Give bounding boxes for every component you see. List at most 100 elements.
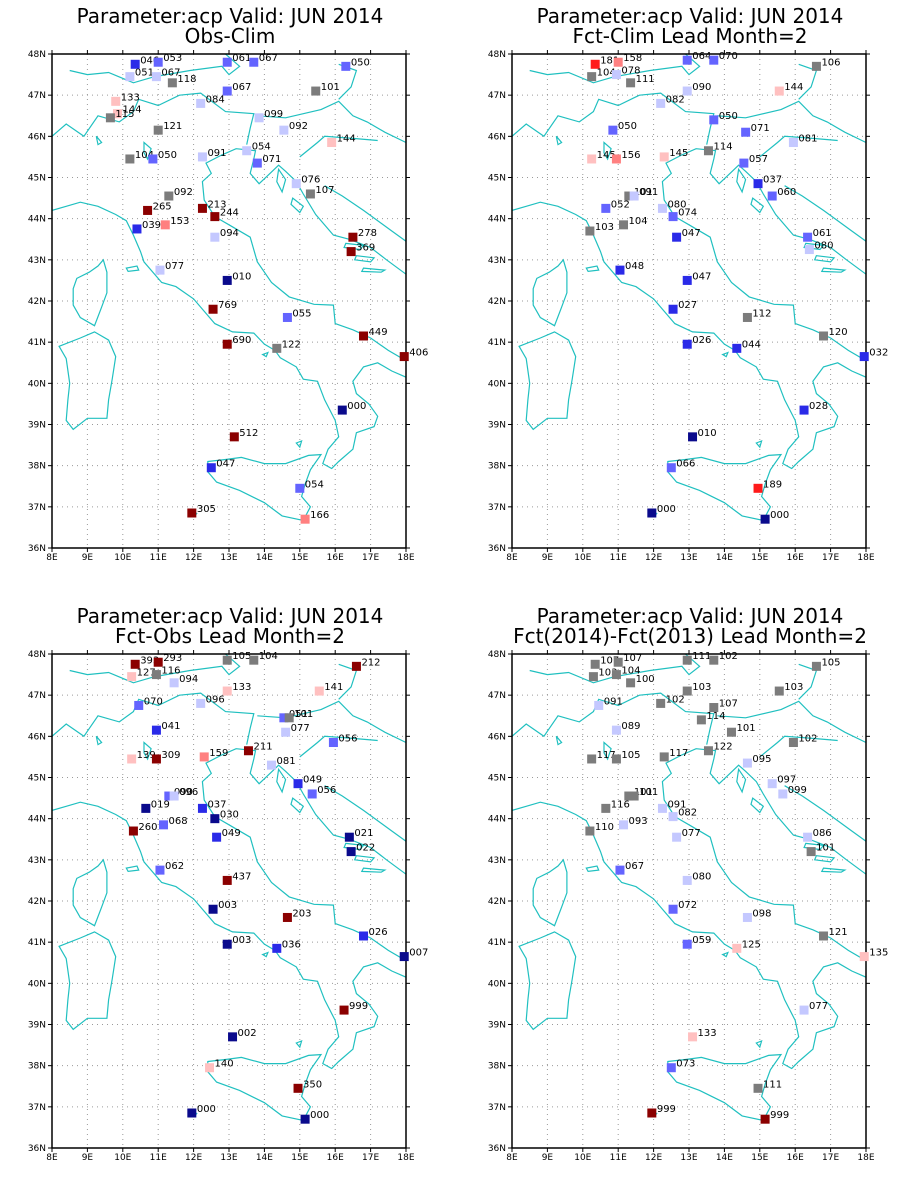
- station-value-label: 135: [869, 948, 888, 959]
- station-value-label: 111: [692, 651, 711, 662]
- lon-tick-label: 10E: [114, 553, 131, 563]
- station-value-label: 037: [763, 175, 782, 186]
- station-marker: [682, 875, 692, 885]
- station-marker: [859, 952, 869, 962]
- station-marker: [311, 86, 321, 96]
- station-marker: [153, 125, 163, 135]
- station-marker: [327, 138, 337, 148]
- station-value-label: 060: [777, 187, 796, 198]
- station-value-label: 106: [821, 57, 840, 68]
- coastline-path: [143, 741, 152, 761]
- station-marker: [626, 678, 636, 688]
- coastline-path: [324, 785, 406, 842]
- station-value-label: 037: [207, 799, 226, 810]
- station-value-label: 064: [692, 51, 711, 62]
- station-value-label: 125: [742, 939, 761, 950]
- station-value-label: 082: [678, 808, 697, 819]
- coastline-path: [261, 351, 269, 358]
- coastline-path: [299, 735, 378, 758]
- coastline-path: [95, 135, 103, 146]
- coastline-path: [813, 855, 836, 863]
- lon-tick-label: 9E: [542, 553, 554, 563]
- map-canvas: 48N 47N 46N 45N 44N 43N 42N 41N 40N 39N 38N 37N 36N8…: [28, 650, 428, 1163]
- station-marker: [210, 814, 220, 824]
- station-marker: [266, 760, 276, 770]
- station-value-label: 067: [232, 82, 251, 93]
- station-marker: [742, 912, 752, 922]
- station-value-label: 091: [207, 148, 226, 159]
- lat-tick-label: 47N: [488, 691, 506, 701]
- station-value-label: 096: [179, 787, 198, 798]
- station-marker: [668, 812, 678, 822]
- station-marker: [819, 331, 829, 341]
- station-marker: [619, 220, 629, 230]
- station-marker: [228, 1032, 238, 1042]
- station-value-label: 158: [623, 53, 642, 64]
- station-value-label: 101: [736, 723, 755, 734]
- lon-tick-label: 8E: [46, 553, 58, 563]
- station-value-label: 107: [600, 655, 619, 666]
- lon-tick-label: 15E: [751, 1153, 768, 1163]
- coastline-path: [295, 1040, 303, 1049]
- station-marker: [164, 191, 174, 201]
- station-marker: [656, 698, 666, 708]
- station-value-label: 144: [122, 105, 141, 116]
- station-value-label: 049: [222, 828, 241, 839]
- station-value-label: 080: [692, 871, 711, 882]
- station-value-label: 145: [669, 148, 688, 159]
- coastline-path: [798, 663, 818, 700]
- coastline-path: [512, 692, 715, 745]
- station-marker: [647, 1108, 657, 1118]
- station-marker: [587, 154, 597, 164]
- station-marker: [242, 146, 252, 156]
- station-marker: [624, 791, 634, 801]
- coastline-path: [667, 1053, 783, 1122]
- station-value-label: 050: [618, 121, 637, 132]
- lat-tick-label: 44N: [488, 215, 506, 225]
- station-value-label: 393: [140, 655, 159, 666]
- station-value-label: 062: [165, 861, 184, 872]
- station-value-label: 999: [657, 1104, 676, 1115]
- station-value-label: 166: [310, 510, 329, 521]
- station-marker: [148, 154, 158, 164]
- coastline-path: [52, 692, 255, 745]
- station-marker: [585, 826, 595, 836]
- panel-subtitle: Fct-Clim Lead Month=2: [572, 24, 808, 48]
- station-marker: [196, 98, 206, 108]
- station-marker: [153, 57, 163, 67]
- coastline-path: [585, 265, 600, 273]
- coastline-path: [52, 201, 406, 470]
- station-marker: [229, 432, 239, 442]
- station-marker: [222, 939, 232, 949]
- station-marker: [696, 715, 706, 725]
- station-value-label: 026: [369, 927, 388, 938]
- station-marker: [164, 791, 174, 801]
- station-marker: [134, 700, 144, 710]
- station-value-label: 090: [692, 82, 711, 93]
- station-value-label: 047: [692, 271, 711, 282]
- station-marker: [111, 96, 121, 106]
- station-marker: [709, 55, 719, 65]
- station-value-label: 094: [220, 228, 239, 239]
- lat-tick-label: 39N: [488, 1021, 506, 1031]
- station-marker: [197, 803, 207, 813]
- station-value-label: 022: [356, 843, 375, 854]
- station-marker: [128, 826, 138, 836]
- station-value-label: 077: [809, 1001, 828, 1012]
- coastline-path: [784, 185, 866, 242]
- station-value-label: 047: [682, 228, 701, 239]
- station-marker: [210, 232, 220, 242]
- station-value-label: 053: [163, 53, 182, 64]
- station-marker: [590, 659, 600, 669]
- station-value-label: 104: [259, 651, 278, 662]
- coastline-path: [72, 858, 108, 927]
- station-marker: [300, 514, 310, 524]
- lat-tick-label: 42N: [488, 297, 506, 307]
- coastline-path: [125, 865, 140, 873]
- station-marker: [688, 432, 698, 442]
- station-value-label: 127: [137, 668, 156, 679]
- station-value-label: 101: [634, 787, 653, 798]
- station-value-label: 073: [676, 1059, 695, 1070]
- coastline-path: [820, 267, 847, 273]
